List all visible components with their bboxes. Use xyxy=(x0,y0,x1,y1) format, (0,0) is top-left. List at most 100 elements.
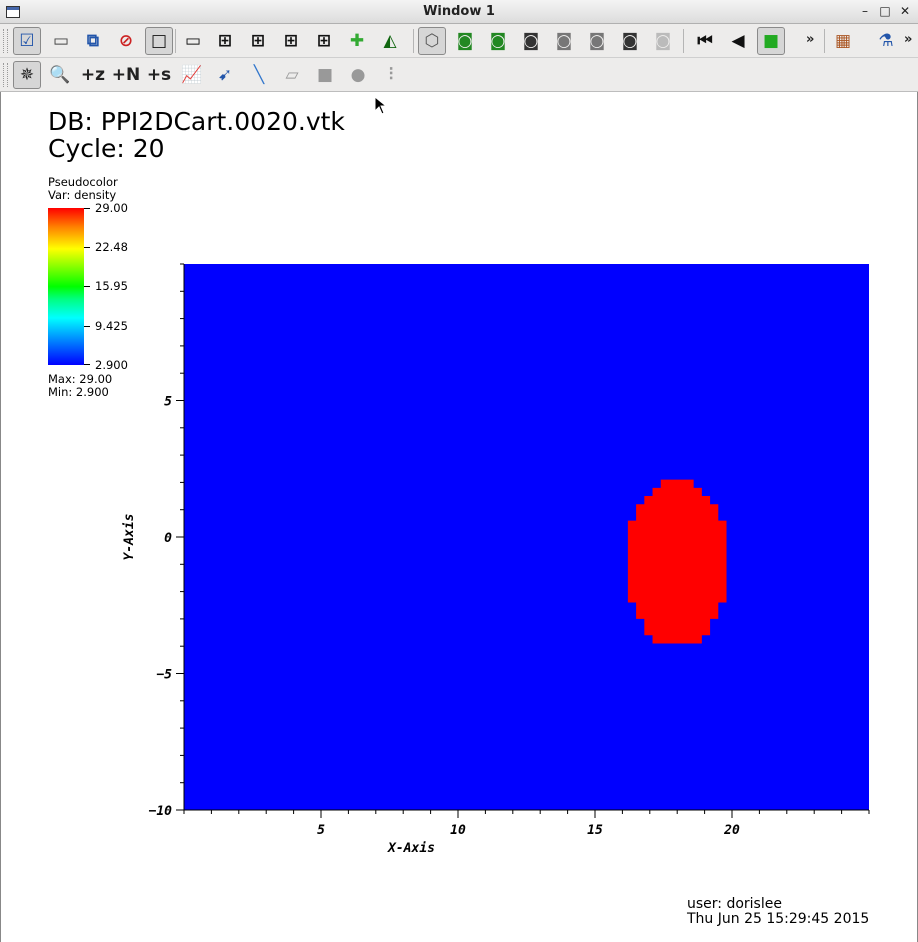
toolbar-layout-2x2-icon[interactable]: ⊞ xyxy=(211,27,239,55)
toolbar-zone-pick-icon-glyph: +z xyxy=(80,65,106,85)
toolbar-layout-2x3-icon[interactable]: ⊞ xyxy=(244,27,272,55)
toolbar-layout-1x2-icon-glyph: ▭ xyxy=(184,31,202,51)
toolbar-separator xyxy=(413,29,414,53)
user-annotation: user: dorislee xyxy=(687,896,782,912)
toolbar-clone-window-icon[interactable]: ⧉ xyxy=(79,27,107,55)
toolbar-layout-2x3-icon-glyph: ⊞ xyxy=(250,31,266,51)
toolbar-layout-2x4-icon-glyph: ⊞ xyxy=(283,31,299,51)
window-titlebar[interactable]: Window 1 – □ ✕ xyxy=(0,0,918,24)
toolbar-camera-4-icon[interactable]: ◙ xyxy=(550,27,578,55)
x-tick-label: 15 xyxy=(587,823,603,838)
toolbar-lineout-icon[interactable]: ╲ xyxy=(245,61,273,89)
toolbar-palette-icon-glyph: ▦ xyxy=(834,31,852,51)
toolbar-sphere-tool-icon[interactable]: ● xyxy=(344,61,372,89)
x-axis-label: X-Axis xyxy=(387,841,435,856)
toolbar-layout-1x2-icon[interactable]: ▭ xyxy=(179,27,207,55)
minimize-button[interactable]: – xyxy=(862,4,868,18)
toolbar-camera-5-icon[interactable]: ◙ xyxy=(583,27,611,55)
toolbar-separator xyxy=(683,29,684,53)
toolbar-camera-3-icon-glyph: ◙ xyxy=(522,31,540,51)
toolbar-camera-6-icon-glyph: ◙ xyxy=(621,31,639,51)
toolbar-camera-7-icon-glyph: ◙ xyxy=(654,31,672,51)
legend-tick xyxy=(84,208,90,209)
toolbar-line-pick-icon[interactable]: ➹ xyxy=(211,61,239,89)
legend-max: Max: 29.00 xyxy=(48,372,113,386)
cycle-label: Cycle: 20 xyxy=(48,134,165,163)
toolbar-plane-tool-icon[interactable]: ▱ xyxy=(278,61,306,89)
maximize-button[interactable]: □ xyxy=(879,4,891,18)
toolbar-layout-3x3-icon-glyph: ⊞ xyxy=(316,31,332,51)
toolbar-delete-window-icon-glyph: ⊘ xyxy=(118,31,134,51)
toolbar-node-pick-icon[interactable]: +N xyxy=(112,61,140,89)
legend-tick-label: 15.95 xyxy=(95,279,128,293)
toolbar-spreadsheet-pick-icon[interactable]: +s xyxy=(145,61,173,89)
density-blob xyxy=(627,479,727,644)
toolbar-curve-pick-icon-glyph: 📈 xyxy=(181,65,203,85)
x-tick-label: 5 xyxy=(317,823,325,838)
plot-area xyxy=(184,264,869,810)
toolbar-separator xyxy=(824,29,825,53)
legend-tick xyxy=(84,364,90,365)
toolbar-layout-3x3-icon[interactable]: ⊞ xyxy=(310,27,338,55)
date-annotation: Thu Jun 25 15:29:45 2015 xyxy=(687,911,870,927)
legend-tick-label: 2.900 xyxy=(95,358,128,372)
close-button[interactable]: ✕ xyxy=(899,4,911,18)
toolbar-lock-view-icon-glyph: ✚ xyxy=(349,31,365,51)
toolbar-lock-time-icon-glyph: ◭ xyxy=(383,31,397,51)
toolbar-curve-pick-icon[interactable]: 📈 xyxy=(178,61,206,89)
toolbar-camera-2-icon-glyph: ◙ xyxy=(489,31,507,51)
toolbar-sliders-icon[interactable]: ⫶ xyxy=(377,61,405,89)
x-tick-label: 10 xyxy=(450,823,466,838)
toolbar-layout-2x2-icon-glyph: ⊞ xyxy=(217,31,233,51)
window-menu-icon[interactable] xyxy=(6,6,20,18)
toolbar-perspective-icon-glyph: ⬡ xyxy=(424,31,440,51)
toolbar-overflow-button-2[interactable]: » xyxy=(904,32,913,47)
legend-tick xyxy=(84,326,90,327)
toolbar-camera-1-icon-glyph: ◙ xyxy=(456,31,474,51)
toolbar-overflow-button[interactable]: » xyxy=(806,32,815,47)
toolbar-box-tool-icon[interactable]: ■ xyxy=(311,61,339,89)
toolbar-palette-icon[interactable]: ▦ xyxy=(829,27,857,55)
toolbar-node-pick-icon-glyph: +N xyxy=(111,65,141,85)
toolbar-camera-5-icon-glyph: ◙ xyxy=(588,31,606,51)
toolbar-spreadsheet-pick-icon-glyph: +s xyxy=(146,65,172,85)
toolbar-prev-frame-icon-glyph: ◀ xyxy=(731,31,745,51)
toolbar-lock-view-icon[interactable]: ✚ xyxy=(343,27,371,55)
toolbar-window: ☑ ▭ ⧉ ⊘ □ ▭ ⊞ ⊞ ⊞ ⊞ ✚ ◭ ⬡ ◙ ◙ ◙ ◙ ◙ ◙ ◙ ⏮ ◀ ■ ▦ ⚗ » » xyxy=(0,24,918,58)
toolbar-camera-2-icon[interactable]: ◙ xyxy=(484,27,512,55)
toolbar-camera-3-icon[interactable]: ◙ xyxy=(517,27,545,55)
toolbar-box-tool-icon-glyph: ■ xyxy=(316,65,334,85)
y-tick-label: −10 xyxy=(149,804,173,819)
toolbar-grip[interactable] xyxy=(3,29,8,53)
toolbar-zoom-icon[interactable]: 🔍 xyxy=(46,61,74,89)
toolbar-zone-pick-icon[interactable]: +z xyxy=(79,61,107,89)
toolbar-lineout-icon-glyph: ╲ xyxy=(253,65,265,85)
database-annotation: DB: PPI2DCart.0020.vtk Cycle: 20 xyxy=(48,108,345,162)
y-axis-label: Y-Axis xyxy=(122,514,137,561)
toolbar-active-window-icon[interactable]: ☑ xyxy=(13,27,41,55)
toolbar-grip[interactable] xyxy=(3,63,8,87)
legend-min: Min: 2.900 xyxy=(48,385,109,399)
toolbar-camera-7-icon[interactable]: ◙ xyxy=(649,27,677,55)
toolbar-clone-window-icon-glyph: ⧉ xyxy=(86,31,100,51)
toolbar-first-frame-icon[interactable]: ⏮ xyxy=(691,27,719,55)
toolbar-prev-frame-icon[interactable]: ◀ xyxy=(724,27,752,55)
toolbar-camera-1-icon[interactable]: ◙ xyxy=(451,27,479,55)
toolbar-sphere-tool-icon-glyph: ● xyxy=(350,65,366,85)
toolbar-zoom-icon-glyph: 🔍 xyxy=(49,65,71,85)
legend-tick-label: 22.48 xyxy=(95,240,128,254)
toolbar-layout-2x4-icon[interactable]: ⊞ xyxy=(277,27,305,55)
toolbar-navigate-icon-glyph: ✵ xyxy=(19,65,35,85)
toolbar-navigate-icon[interactable]: ✵ xyxy=(13,61,41,89)
toolbar-line-pick-icon-glyph: ➹ xyxy=(217,65,233,85)
toolbar-layout-1x1-icon-glyph: □ xyxy=(150,31,168,51)
toolbar-perspective-icon[interactable]: ⬡ xyxy=(418,27,446,55)
toolbar-active-window-icon-glyph: ☑ xyxy=(19,31,35,51)
toolbar-stop-icon[interactable]: ■ xyxy=(757,27,785,55)
toolbar-delete-window-icon[interactable]: ⊘ xyxy=(112,27,140,55)
toolbar-new-window-icon[interactable]: ▭ xyxy=(47,27,75,55)
toolbar-layout-1x1-icon[interactable]: □ xyxy=(145,27,173,55)
toolbar-inspect-icon[interactable]: ⚗ xyxy=(872,27,900,55)
toolbar-lock-time-icon[interactable]: ◭ xyxy=(376,27,404,55)
toolbar-camera-6-icon[interactable]: ◙ xyxy=(616,27,644,55)
